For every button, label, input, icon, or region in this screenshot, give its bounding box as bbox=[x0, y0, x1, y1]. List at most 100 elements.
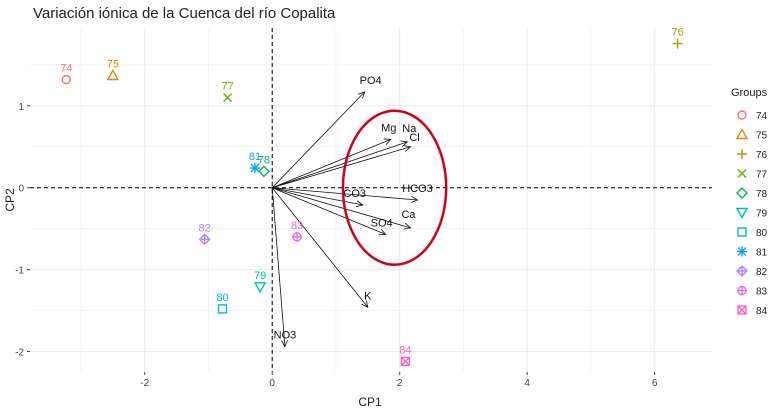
loading-arrow bbox=[272, 187, 386, 235]
loading-label: HCO3 bbox=[402, 183, 433, 195]
arrowhead bbox=[410, 196, 419, 203]
legend-title: Groups bbox=[731, 87, 768, 99]
legend-key bbox=[737, 266, 747, 276]
legend-item-81: 81 bbox=[737, 246, 768, 259]
data-point-79: 79 bbox=[253, 270, 267, 294]
data-point-83: 83 bbox=[291, 220, 303, 242]
legend-key bbox=[737, 247, 747, 256]
legend-key bbox=[735, 207, 749, 219]
legend-key bbox=[737, 285, 747, 296]
loading-label: SO4 bbox=[371, 217, 393, 229]
loading-label: K bbox=[364, 290, 372, 302]
point-marker bbox=[61, 74, 72, 85]
loading-arrow bbox=[272, 187, 418, 201]
y-tick-label: -1 bbox=[15, 266, 24, 277]
chart-title: Variación iónica de la Cuenca del río Co… bbox=[33, 5, 336, 22]
point-label: 82 bbox=[199, 222, 211, 234]
loading-label: CO3 bbox=[343, 188, 366, 200]
legend-label: 78 bbox=[756, 189, 768, 200]
legend-item-74: 74 bbox=[737, 110, 768, 122]
data-point-82: 82 bbox=[199, 222, 211, 246]
legend-item-75: 75 bbox=[735, 128, 768, 142]
loading-label: PO4 bbox=[360, 75, 382, 87]
legend-key bbox=[737, 305, 747, 315]
y-tick-label: 0 bbox=[18, 184, 24, 195]
legend-item-78: 78 bbox=[736, 187, 768, 200]
loading-arrow bbox=[272, 139, 391, 189]
highlight-ellipse bbox=[341, 109, 448, 266]
point-marker bbox=[400, 356, 411, 367]
legend-label: 84 bbox=[756, 306, 768, 317]
point-label: 75 bbox=[107, 59, 119, 71]
arrowhead bbox=[383, 138, 392, 145]
legend-item-84: 84 bbox=[737, 305, 768, 317]
loading-arrow bbox=[272, 187, 363, 206]
data-point-81: 81 bbox=[249, 151, 261, 174]
legend-label: 77 bbox=[756, 170, 768, 181]
point-marker bbox=[672, 38, 683, 49]
legend-label: 81 bbox=[756, 248, 768, 259]
legend-label: 80 bbox=[756, 228, 768, 239]
point-marker bbox=[253, 282, 267, 294]
y-tick-label: 1 bbox=[18, 102, 24, 113]
loading-arrow bbox=[271, 187, 286, 347]
point-label: 81 bbox=[249, 151, 261, 163]
loading-label: Ca bbox=[401, 209, 416, 221]
loading-label: Mg bbox=[381, 122, 396, 134]
legend-label: 82 bbox=[756, 267, 768, 278]
point-label: 76 bbox=[671, 27, 683, 39]
data-point-77: 77 bbox=[221, 81, 234, 103]
point-marker bbox=[223, 93, 233, 103]
legend-label: 76 bbox=[756, 150, 768, 161]
x-tick-label: 6 bbox=[652, 378, 658, 389]
data-point-76: 76 bbox=[671, 27, 684, 49]
data-point-80: 80 bbox=[216, 292, 229, 314]
x-tick-label: 0 bbox=[269, 378, 275, 389]
arrowhead bbox=[355, 200, 364, 208]
legend-key bbox=[737, 110, 747, 120]
point-marker bbox=[217, 304, 228, 314]
point-marker bbox=[199, 234, 210, 245]
legend-item-79: 79 bbox=[735, 207, 768, 220]
point-marker bbox=[257, 165, 270, 178]
y-tick-label: -2 bbox=[15, 348, 24, 359]
point-label: 77 bbox=[221, 81, 233, 93]
loading-label: NO3 bbox=[274, 330, 297, 342]
arrowhead bbox=[281, 339, 288, 348]
loading-label: Na bbox=[402, 123, 417, 135]
loading-arrow bbox=[271, 187, 369, 308]
data-point-74: 74 bbox=[60, 63, 72, 85]
legend-item-83: 83 bbox=[737, 285, 768, 298]
legend-label: 79 bbox=[756, 209, 768, 220]
arrowhead bbox=[361, 300, 369, 309]
point-marker bbox=[250, 163, 260, 173]
arrowhead bbox=[403, 222, 412, 230]
point-label: 84 bbox=[399, 344, 411, 356]
loading-label: Cl bbox=[409, 132, 419, 144]
point-marker bbox=[106, 69, 120, 81]
point-marker bbox=[292, 231, 303, 242]
loading-arrow bbox=[271, 91, 365, 188]
y-axis-label: CP2 bbox=[3, 188, 17, 212]
x-axis-label: CP1 bbox=[358, 395, 382, 409]
legend-key bbox=[736, 187, 748, 199]
data-point-78: 78 bbox=[257, 154, 270, 178]
x-tick-label: -2 bbox=[140, 378, 149, 389]
legend-item-76: 76 bbox=[737, 149, 768, 161]
legend-key bbox=[737, 169, 747, 178]
point-label: 78 bbox=[258, 154, 270, 166]
loading-arrow bbox=[272, 187, 411, 229]
x-tick-label: 4 bbox=[524, 378, 530, 389]
point-label: 74 bbox=[60, 63, 72, 75]
legend-label: 75 bbox=[756, 131, 768, 142]
point-label: 83 bbox=[291, 220, 303, 232]
point-label: 80 bbox=[216, 292, 228, 304]
legend-key bbox=[735, 128, 749, 140]
arrowhead bbox=[400, 140, 409, 148]
arrowhead bbox=[403, 145, 412, 152]
legend-label: 83 bbox=[756, 287, 768, 298]
point-label: 79 bbox=[254, 270, 266, 282]
x-tick-label: 2 bbox=[397, 378, 403, 389]
data-point-75: 75 bbox=[106, 59, 120, 81]
